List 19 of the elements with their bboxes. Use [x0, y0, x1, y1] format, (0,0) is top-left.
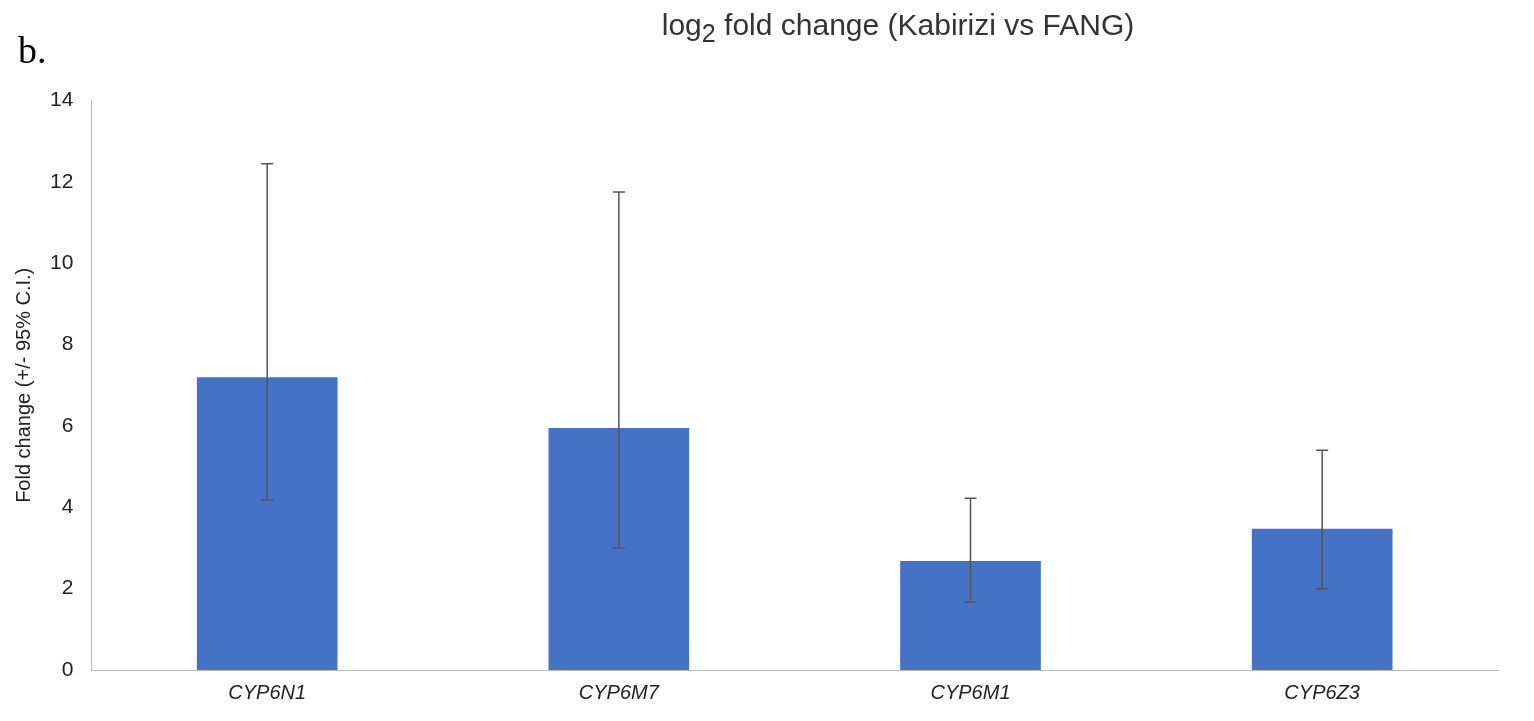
x-tick-label: CYP6N1 — [228, 680, 307, 703]
x-tick-label: CYP6M7 — [578, 680, 660, 703]
y-tick-label: 6 — [61, 412, 74, 436]
chart-title: log$_{2}$ fold change (Kabirizi vs FANG) — [660, 8, 1136, 48]
y-tick-label: 2 — [61, 575, 74, 599]
bar — [548, 428, 690, 670]
bar — [900, 561, 1041, 670]
y-axis-title: Fold change (+/- 95% C.I.) — [11, 267, 34, 503]
y-tick-label: 4 — [61, 494, 74, 518]
bar — [196, 377, 338, 670]
text: b. — [18, 28, 47, 72]
y-tick-label: 14 — [50, 87, 74, 111]
y-tick-label: 0 — [61, 656, 74, 680]
y-tick-label: 10 — [50, 250, 74, 274]
bar — [1251, 528, 1393, 670]
x-tick-label: CYP6Z3 — [1284, 680, 1360, 703]
y-tick-label: 12 — [50, 168, 74, 192]
y-tick-label: 8 — [61, 331, 74, 355]
x-tick-label: CYP6M1 — [930, 680, 1011, 703]
